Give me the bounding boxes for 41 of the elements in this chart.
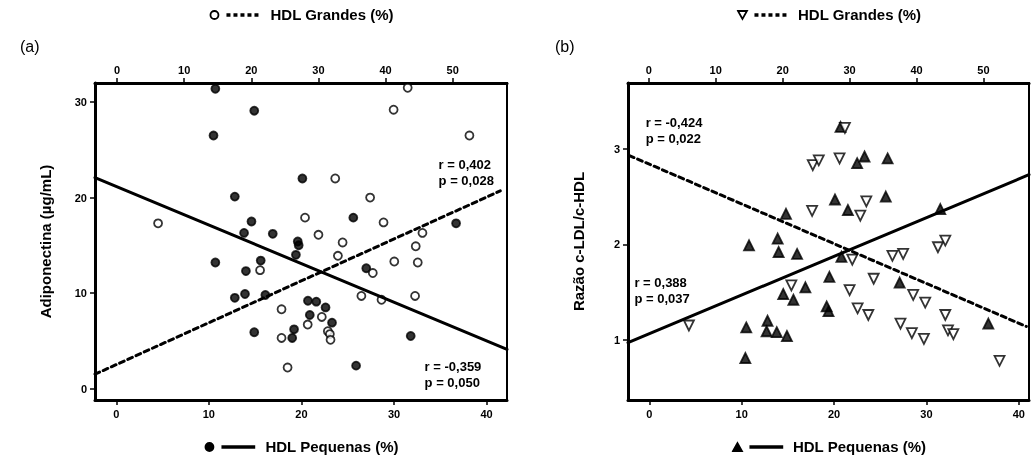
x-axis-title: HDL Pequenas (%) — [792, 438, 927, 455]
y-tick-label: 2 — [613, 238, 620, 251]
x-tick-label: 20 — [827, 407, 841, 420]
y-tick-label: 30 — [74, 96, 87, 109]
y-tick-label: 0 — [80, 382, 87, 395]
x-tick-label: 40 — [1012, 407, 1025, 420]
y-tick-label: 20 — [74, 191, 87, 204]
chart-title: (a) — [20, 38, 40, 56]
x-tick-label: 0 — [646, 407, 653, 420]
x2-tick-label: 40 — [379, 63, 392, 76]
x2-tick-label: 50 — [977, 63, 990, 76]
x2-tick-label: 20 — [245, 63, 258, 76]
y-axis-title: Razão c-LDL/c-HDL — [570, 171, 587, 312]
x2-tick-label: 0 — [114, 63, 121, 76]
x2-axis-title: HDL Grandes (%) — [270, 6, 394, 23]
annotation: r = 0,388 p = 0,037 — [634, 275, 690, 307]
x2-tick-label: 20 — [776, 63, 789, 76]
y-tick-label: 1 — [613, 333, 620, 346]
x-tick-label: 10 — [202, 407, 215, 420]
chart-title: (b) — [555, 38, 575, 56]
x2-tick-label: 10 — [178, 63, 191, 76]
x2-tick-label: 10 — [709, 63, 722, 76]
x-tick-label: 10 — [735, 407, 748, 420]
x-tick-label: 30 — [920, 407, 933, 420]
x-tick-label: 0 — [113, 407, 120, 420]
x2-tick-label: 50 — [446, 63, 459, 76]
x2-tick-label: 0 — [645, 63, 652, 76]
x-tick-label: 40 — [480, 407, 493, 420]
annotation: r = -0,359 p = 0,050 — [424, 359, 482, 391]
x-axis-title: HDL Pequenas (%) — [265, 438, 399, 455]
annotation: r = -0,424 p = 0,022 — [645, 115, 704, 147]
x-tick-label: 20 — [295, 407, 308, 420]
y-tick-label: 10 — [74, 287, 87, 300]
y-tick-label: 3 — [613, 142, 620, 155]
x2-tick-label: 30 — [843, 63, 856, 76]
x2-tick-label: 30 — [312, 63, 325, 76]
x-tick-label: 30 — [387, 407, 401, 420]
x2-tick-label: 40 — [910, 63, 923, 76]
y-axis-title: Adiponectina (µg/mL) — [37, 164, 54, 319]
annotation: r = 0,402 p = 0,028 — [438, 157, 494, 189]
x2-axis-title: HDL Grandes (%) — [797, 6, 922, 23]
